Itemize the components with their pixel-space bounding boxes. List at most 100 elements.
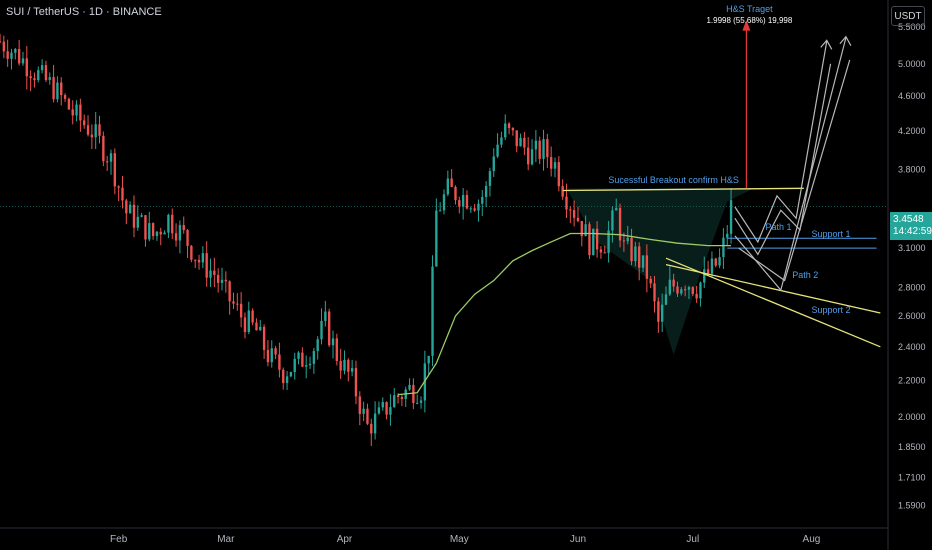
currency-unit-button[interactable]: USDT [891,6,925,26]
candle-body [718,257,721,266]
candle-body [645,255,649,279]
candle-body [649,278,652,284]
candle-body [706,269,710,274]
candle-body [653,283,656,302]
candle-body [285,376,289,384]
candle-body [301,352,304,367]
candle-body [239,303,243,318]
candle-body [343,359,346,371]
x-tick-label: Jun [570,534,586,545]
candle-body [538,140,541,159]
path-2-label: Path 2 [792,270,818,280]
candle-body [710,258,714,274]
candle-body [683,289,687,291]
candle-body [201,253,205,263]
path-2-projection-b [738,59,851,282]
candle-body [125,200,128,214]
candle-body [163,232,166,235]
candle-body [293,358,296,373]
target-title: H&S Traget [726,4,773,14]
candle-body [691,287,694,294]
head-and-shoulders-area [566,188,755,355]
candle-body [615,208,618,211]
candle-body [626,237,629,242]
candle-body [10,52,13,59]
candle-body [86,125,90,135]
candle-body [664,294,668,305]
last-price-label: 3.4548 14:42:59 [890,212,932,240]
candle-body [477,203,480,211]
candle-body [102,135,105,162]
x-tick-label: Apr [337,534,353,545]
neckline [562,187,804,192]
candle-body [672,279,675,287]
candle-body [121,187,124,201]
candle-body [75,104,78,116]
y-tick-label: 1.5900 [898,501,926,511]
y-tick-label: 4.6000 [898,91,926,101]
candle-body [159,231,162,235]
candle-body [714,258,717,266]
candle-body [71,109,74,116]
candle-body [251,310,254,323]
candle-body [339,360,342,371]
candle-body [695,293,698,299]
candle-body [542,139,545,159]
candle-body [312,350,316,364]
candle-body [469,208,472,210]
candle-body [236,303,239,305]
candle-body [385,402,388,415]
candle-body [52,77,55,100]
candle-body [400,397,404,399]
candle-body [224,279,228,282]
y-tick-label: 4.2000 [898,126,926,136]
candle-body [419,400,423,403]
candle-body [381,402,384,408]
candle-body [0,41,2,43]
candle-body [228,281,231,302]
candle-body [79,104,82,121]
candle-body [148,223,151,240]
candle-body [60,82,63,96]
candle-body [136,216,139,228]
candle-body [140,215,143,217]
candle-body [393,395,396,408]
moving-average-line [398,232,732,396]
candle-body [262,326,266,350]
candle-body [255,322,258,331]
candle-body [370,423,373,434]
candle-body [668,279,672,295]
candle-body [454,186,457,201]
candle-body [438,210,442,212]
candle-body [680,289,683,294]
x-tick-label: Mar [217,534,235,545]
candle-body [171,214,174,234]
candle-body [216,274,220,283]
candle-body [553,162,557,169]
y-tick-label: 1.7100 [898,472,926,482]
candle-body [527,147,530,165]
candle-body [320,320,323,340]
breakout-label: Sucessful Breakout confirm H&S [608,175,739,185]
y-tick-label: 2.2000 [898,375,926,385]
candle-body [350,368,354,372]
candle-body [113,153,117,187]
candle-body [676,286,679,294]
candle-body [592,228,595,256]
support-2-label: Support 2 [811,305,850,315]
support-1-label: Support 1 [811,229,850,239]
path-arrow-head [820,39,833,50]
candle-body [366,408,369,424]
candle-body [37,70,40,81]
candle-body [657,301,660,322]
candle-body [182,225,185,231]
candle-body [48,77,51,80]
candle-body [14,48,17,53]
candle-body [327,311,331,346]
candle-body [726,233,729,238]
chart-title: SUI / TetherUS · 1D · BINANCE [6,6,162,18]
candle-body [634,246,637,262]
candle-body [197,259,201,263]
path-2-projection-a [734,37,847,292]
